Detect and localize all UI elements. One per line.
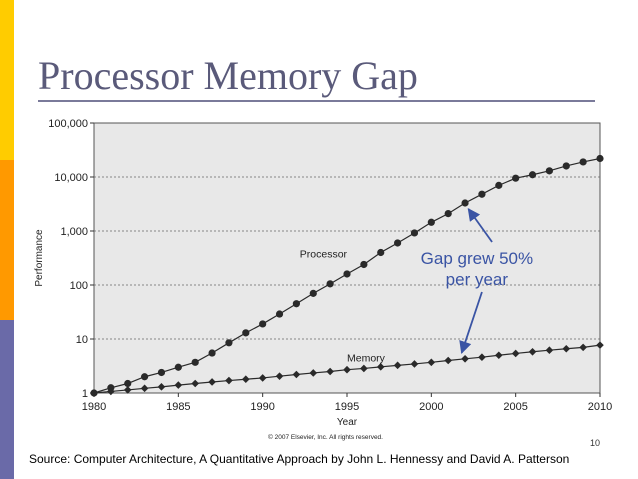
- data-point: [360, 260, 368, 269]
- data-point: [309, 369, 318, 377]
- data-point: [545, 346, 554, 355]
- gap-annotation-line2: per year: [446, 270, 509, 289]
- data-point: [478, 190, 486, 198]
- memory-arrow: [459, 291, 483, 354]
- y-axis-title: Performance: [34, 229, 45, 287]
- data-point: [410, 360, 419, 368]
- x-tick-label: 1985: [166, 401, 190, 413]
- x-tick-label: 1995: [335, 401, 359, 413]
- data-point: [191, 358, 199, 366]
- y-tick-label: 1,000: [60, 226, 88, 238]
- data-point: [259, 320, 267, 328]
- data-point: [275, 310, 284, 318]
- x-axis-title: Year: [337, 417, 358, 428]
- data-point: [461, 199, 469, 207]
- data-point: [326, 280, 334, 288]
- data-point: [208, 349, 216, 357]
- data-point: [124, 379, 132, 388]
- data-point: [444, 210, 452, 218]
- data-point: [528, 171, 537, 179]
- data-point: [478, 353, 486, 362]
- data-point: [123, 386, 132, 394]
- data-point: [292, 370, 301, 379]
- data-point: [562, 344, 571, 353]
- series-markers-processor: [90, 154, 604, 397]
- data-point: [596, 154, 604, 163]
- y-tick-label: 1: [82, 388, 88, 400]
- data-point: [157, 368, 166, 377]
- copyright-note: © 2007 Elsevier, Inc. All rights reserve…: [268, 433, 383, 441]
- data-point: [174, 381, 183, 389]
- gap-annotation-line1: Gap grew 50%: [421, 249, 533, 268]
- data-point: [258, 374, 267, 382]
- data-point: [242, 329, 250, 337]
- data-point: [528, 347, 537, 356]
- y-tick-label: 10: [76, 334, 88, 346]
- data-point: [343, 270, 351, 278]
- x-tick-label: 2000: [419, 401, 443, 413]
- data-point: [511, 349, 520, 358]
- x-tick-label: 2005: [503, 401, 527, 413]
- data-point: [140, 384, 149, 393]
- data-point: [242, 375, 250, 384]
- data-point: [360, 364, 368, 373]
- data-point: [562, 162, 570, 170]
- data-point: [427, 358, 436, 367]
- data-point: [157, 383, 166, 391]
- data-point: [376, 363, 385, 371]
- data-point: [225, 376, 233, 385]
- data-point: [326, 367, 334, 376]
- title-divider: [38, 100, 595, 102]
- data-point: [292, 300, 300, 308]
- series-label-memory: Memory: [347, 353, 386, 365]
- data-point: [309, 289, 317, 297]
- y-tick-label: 100: [70, 280, 88, 292]
- x-tick-label: 2010: [588, 401, 612, 413]
- data-point: [90, 389, 98, 397]
- x-tick-label: 1990: [250, 401, 274, 413]
- data-point: [377, 248, 385, 257]
- data-point: [579, 343, 587, 352]
- slide-title: Processor Memory Gap: [38, 53, 418, 98]
- data-point: [512, 174, 520, 182]
- accent-strip-bottom: [0, 320, 14, 479]
- source-note: Source: Computer Architecture, A Quantit…: [29, 452, 570, 466]
- data-point: [596, 341, 604, 349]
- page-number: 10: [590, 438, 601, 448]
- data-point: [107, 387, 115, 396]
- series-markers-memory: [90, 341, 604, 397]
- data-point: [461, 354, 469, 363]
- data-point: [191, 379, 199, 388]
- series-label-processor: Processor: [300, 249, 348, 261]
- data-point: [579, 158, 587, 166]
- data-point: [545, 167, 554, 175]
- data-point: [141, 373, 149, 381]
- data-point: [393, 361, 402, 370]
- data-point: [394, 239, 402, 247]
- accent-strip-top: [0, 0, 14, 160]
- data-point: [427, 218, 435, 226]
- data-point: [343, 365, 351, 374]
- data-point: [174, 363, 182, 371]
- processor-arrow: [467, 207, 493, 243]
- data-point: [410, 229, 419, 237]
- data-point: [444, 356, 452, 365]
- y-tick-label: 100,000: [48, 118, 88, 130]
- data-point: [275, 372, 284, 380]
- x-tick-label: 1980: [82, 401, 106, 413]
- data-point: [495, 181, 503, 189]
- y-tick-label: 10,000: [54, 172, 88, 184]
- accent-strip-middle: [0, 160, 14, 320]
- data-point: [208, 378, 216, 386]
- data-point: [495, 351, 503, 360]
- data-point: [225, 339, 233, 347]
